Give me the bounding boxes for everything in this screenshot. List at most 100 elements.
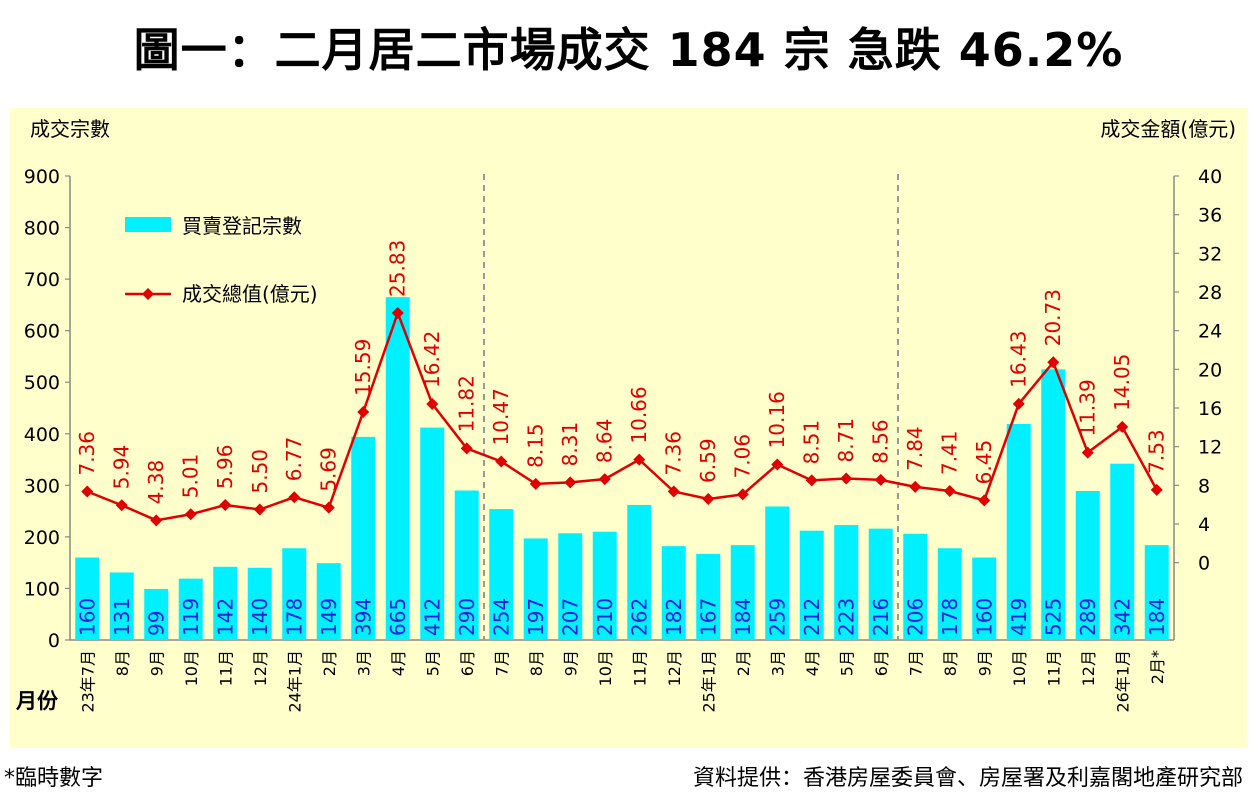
plot-background [10, 108, 1247, 748]
bar-value-label: 223 [834, 598, 858, 636]
left-tick-label: 600 [24, 321, 60, 343]
left-axis-title: 成交宗數 [30, 117, 110, 141]
bar [765, 506, 790, 640]
bar-value-label: 160 [972, 598, 996, 636]
line-point [736, 488, 749, 501]
line-point [909, 480, 922, 493]
bar-value-label: 142 [213, 598, 237, 636]
line-value-label: 6.45 [972, 440, 996, 485]
line-value-label: 20.73 [1041, 289, 1065, 346]
line-point [667, 485, 680, 498]
x-tick-label: 25年1月 [699, 650, 718, 713]
left-tick-label: 800 [24, 218, 60, 240]
x-tick-label: 11月 [630, 650, 649, 686]
line-point [1047, 356, 1060, 369]
bar-value-label: 665 [386, 598, 410, 636]
x-tick-label: 23年7月 [78, 650, 97, 713]
x-tick-label: 9月 [561, 650, 580, 676]
bar-value-label: 206 [903, 598, 927, 636]
bar-value-label: 412 [420, 598, 444, 636]
right-tick-label: 0 [1198, 553, 1210, 575]
bar-value-label: 212 [800, 598, 824, 636]
bar [903, 533, 928, 640]
bar [558, 533, 583, 640]
line-value-label: 8.64 [593, 419, 617, 464]
line-value-label: 25.83 [386, 240, 410, 297]
x-tick-label: 5月 [837, 650, 856, 676]
bar [972, 557, 997, 640]
bar-value-label: 131 [110, 598, 134, 636]
bar-value-label: 160 [75, 598, 99, 636]
bar [661, 546, 686, 640]
line-point [219, 499, 232, 512]
x-tick-label: 26年1月 [1113, 650, 1132, 713]
bar-value-label: 119 [179, 598, 203, 636]
x-tick-label: 2月 [734, 650, 753, 676]
line-point [115, 499, 128, 512]
right-tick-label: 32 [1198, 243, 1222, 265]
line-point [564, 476, 577, 489]
bar-value-label: 290 [455, 598, 479, 636]
bar-value-label: 419 [1007, 598, 1031, 636]
line-point [391, 306, 404, 319]
line-value-label: 10.47 [489, 388, 513, 445]
line-value-label: 14.05 [1110, 354, 1134, 411]
line-value-label: 6.77 [282, 437, 306, 482]
line-point [322, 501, 335, 514]
x-tick-label: 7月 [492, 650, 511, 676]
line-value-label: 6.59 [696, 438, 720, 483]
right-tick-label: 12 [1198, 437, 1222, 459]
legend-line-label: 成交總值(億元) [182, 282, 318, 306]
line-value-label: 8.51 [800, 420, 824, 465]
line-point [805, 474, 818, 487]
line-point [598, 473, 611, 486]
bar [799, 530, 824, 640]
line-point [253, 503, 266, 516]
x-tick-label: 9月 [975, 650, 994, 676]
line-point [81, 485, 94, 498]
bar-value-label: 262 [627, 598, 651, 636]
right-tick-label: 24 [1198, 321, 1222, 343]
x-tick-label: 2月 [320, 650, 339, 676]
line-value-label: 5.01 [179, 454, 203, 499]
left-tick-label: 300 [24, 475, 60, 497]
x-tick-label: 4月 [389, 650, 408, 676]
line-value-label: 11.82 [455, 375, 479, 432]
x-tick-label: 12月 [1079, 650, 1098, 686]
left-tick-label: 400 [24, 424, 60, 446]
left-tick-label: 700 [24, 269, 60, 291]
line-value-label: 8.56 [869, 419, 893, 464]
line-point [978, 494, 991, 507]
bar [454, 490, 479, 640]
line-point [150, 514, 163, 527]
footnote: *臨時數字 [4, 766, 104, 791]
line-point [633, 453, 646, 466]
bar-value-label: 289 [1076, 598, 1100, 636]
left-tick-label: 100 [24, 578, 60, 600]
line-value-label: 7.36 [75, 431, 99, 476]
line-point [184, 508, 197, 521]
line-point [702, 492, 715, 505]
bar [316, 563, 341, 640]
x-tick-label: 10月 [596, 650, 615, 686]
bar [282, 548, 307, 640]
line-value-label: 5.96 [213, 445, 237, 490]
x-tick-label: 12月 [665, 650, 684, 686]
line-value-label: 8.71 [834, 418, 858, 463]
bar [730, 545, 755, 640]
x-tick-label: 8月 [527, 650, 546, 676]
line-value-label: 11.39 [1076, 379, 1100, 436]
line-point [357, 405, 370, 418]
bar-value-label: 184 [1145, 598, 1169, 636]
right-tick-label: 20 [1198, 359, 1222, 381]
line-value-label: 5.50 [248, 449, 272, 494]
bar-value-label: 178 [938, 598, 962, 636]
x-tick-label: 12月 [251, 650, 270, 686]
bar [868, 528, 893, 640]
x-tick-label: 10月 [1010, 650, 1029, 686]
bar [1006, 423, 1031, 640]
line-value-label: 7.36 [662, 431, 686, 476]
bar-value-label: 178 [282, 598, 306, 636]
line-point [529, 477, 542, 490]
bar [1110, 463, 1135, 640]
